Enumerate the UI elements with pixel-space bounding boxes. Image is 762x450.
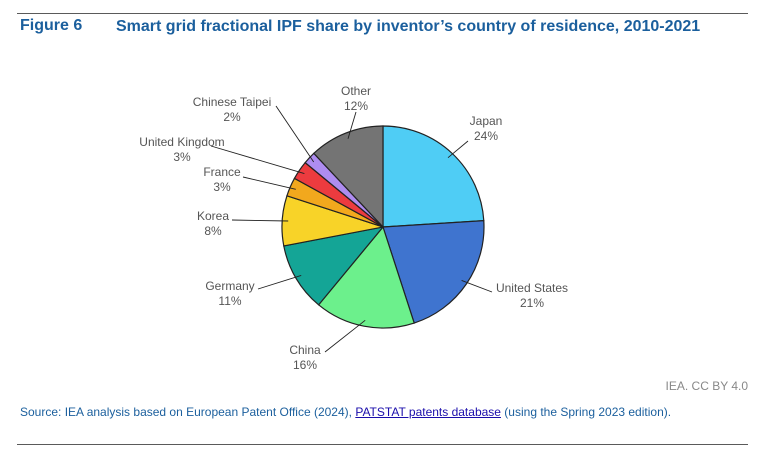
- slice-label-united-states: United States: [496, 281, 568, 295]
- pie-slice-germany: [283, 226, 385, 306]
- slice-value-united-states: 21%: [520, 296, 544, 310]
- slice-value-other: 12%: [344, 99, 368, 113]
- slice-label-china: China: [289, 343, 321, 357]
- top-rule: [17, 13, 748, 14]
- slice-value-china: 16%: [293, 358, 317, 372]
- leader-line-united-kingdom: [210, 145, 305, 175]
- leader-line-germany: [257, 274, 302, 290]
- leader-line-china: [324, 319, 366, 353]
- slice-label-france: France: [203, 165, 241, 179]
- figure-title: Smart grid fractional IPF share by inven…: [116, 18, 701, 35]
- slice-label-other: Other: [341, 84, 371, 98]
- slice-label-united-kingdom: United Kingdom: [139, 135, 224, 149]
- source-suffix: (using the Spring 2023 edition).: [500, 405, 672, 419]
- slice-value-united-kingdom: 3%: [173, 150, 191, 164]
- pie-slice-other: [313, 125, 384, 229]
- patstat-link[interactable]: PATSTAT patents database: [355, 405, 501, 419]
- slice-value-chinese-taipei: 2%: [223, 110, 241, 124]
- slice-value-japan: 24%: [474, 129, 498, 143]
- leader-line-other: [347, 111, 357, 139]
- slice-label-japan: Japan: [470, 114, 503, 128]
- leader-line-chinese-taipei: [275, 105, 315, 163]
- slice-label-chinese-taipei: Chinese Taipei: [193, 95, 272, 109]
- leader-line-japan: [447, 140, 469, 159]
- source-note: Source: IEA analysis based on European P…: [20, 405, 740, 419]
- credit-text: IEA. CC BY 4.0: [665, 379, 748, 393]
- leader-line-united-states: [461, 279, 493, 293]
- figure-label: Figure 6: [20, 17, 83, 34]
- pie-slice-japan: [382, 125, 485, 228]
- leader-line-france: [242, 176, 296, 190]
- source-prefix: Source: IEA analysis based on European P…: [20, 405, 356, 419]
- slice-value-korea: 8%: [204, 224, 222, 238]
- slice-label-germany: Germany: [205, 279, 254, 293]
- slice-value-france: 3%: [213, 180, 231, 194]
- slice-label-korea: Korea: [197, 209, 229, 223]
- pie-slice-united-states: [382, 220, 485, 324]
- slice-value-germany: 11%: [218, 294, 241, 308]
- bottom-rule: [17, 444, 748, 445]
- leader-line-korea: [231, 219, 289, 222]
- pie-slice-china: [317, 225, 415, 329]
